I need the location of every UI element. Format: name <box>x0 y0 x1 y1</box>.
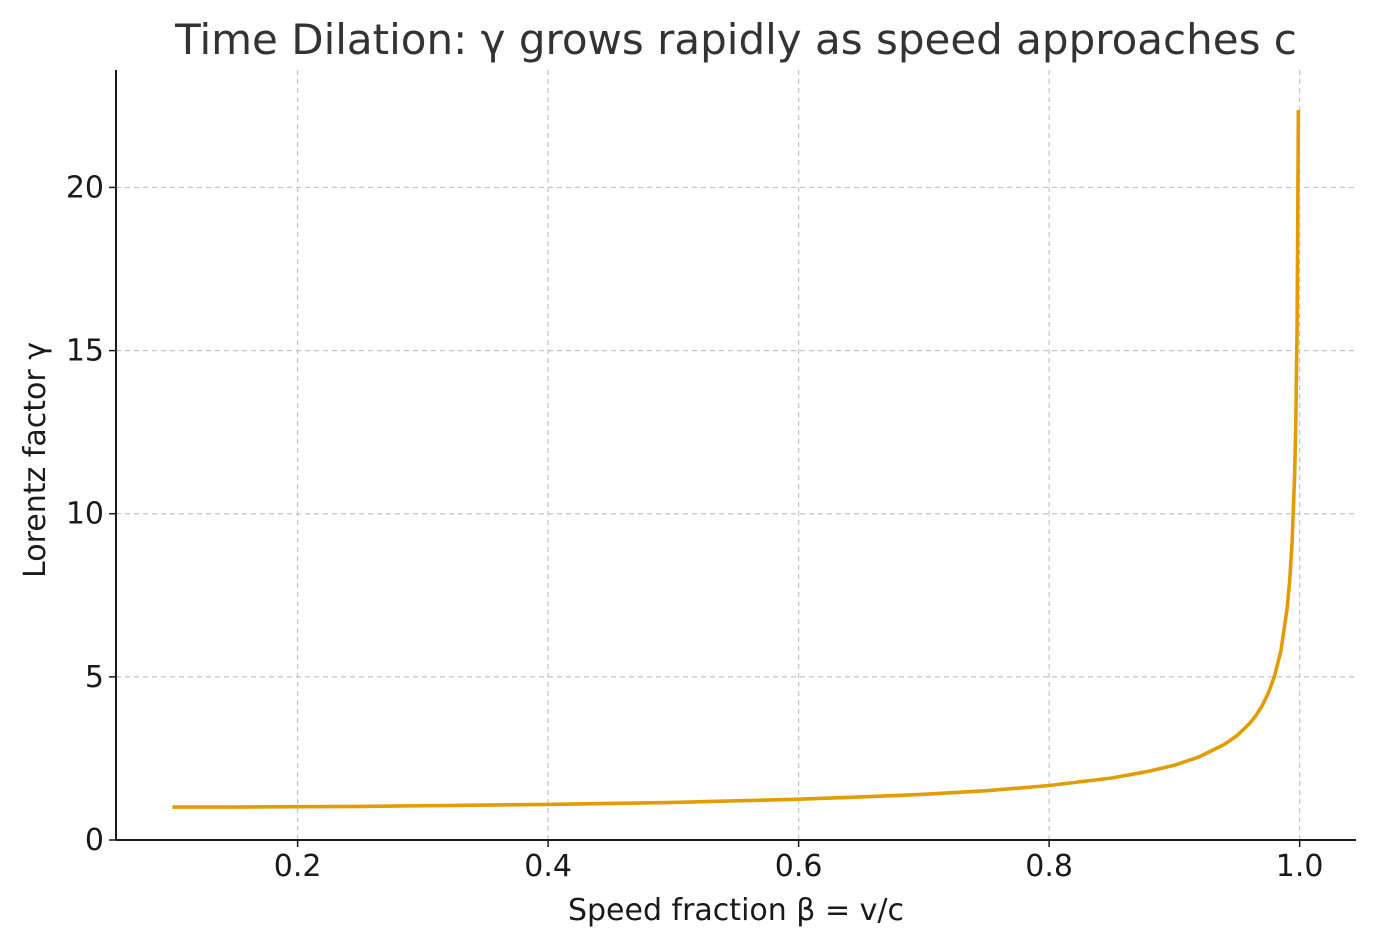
ticks: 0.2 0.4 0.6 0.8 1.0 0 5 10 15 20 <box>66 170 1324 884</box>
y-tick-label: 10 <box>66 497 104 532</box>
x-axis-label: Speed fraction β = v/c <box>568 893 904 928</box>
series-line-lorentz-factor <box>172 110 1301 809</box>
x-tick-label: 0.4 <box>524 849 572 884</box>
series-layer <box>172 110 1301 809</box>
y-tick-label: 15 <box>66 334 104 369</box>
y-axis-label: Lorentz factor γ <box>18 342 53 578</box>
y-tick-label: 0 <box>85 823 104 858</box>
x-tick-label: 1.0 <box>1276 849 1324 884</box>
y-tick-label: 5 <box>85 660 104 695</box>
axes <box>115 70 1356 841</box>
chart-title: Time Dilation: γ grows rapidly as speed … <box>174 15 1297 64</box>
x-tick-label: 0.6 <box>775 849 823 884</box>
y-tick-label: 20 <box>66 170 104 205</box>
grid <box>116 70 1356 841</box>
x-tick-label: 0.8 <box>1025 849 1073 884</box>
x-tick-label: 0.2 <box>274 849 322 884</box>
